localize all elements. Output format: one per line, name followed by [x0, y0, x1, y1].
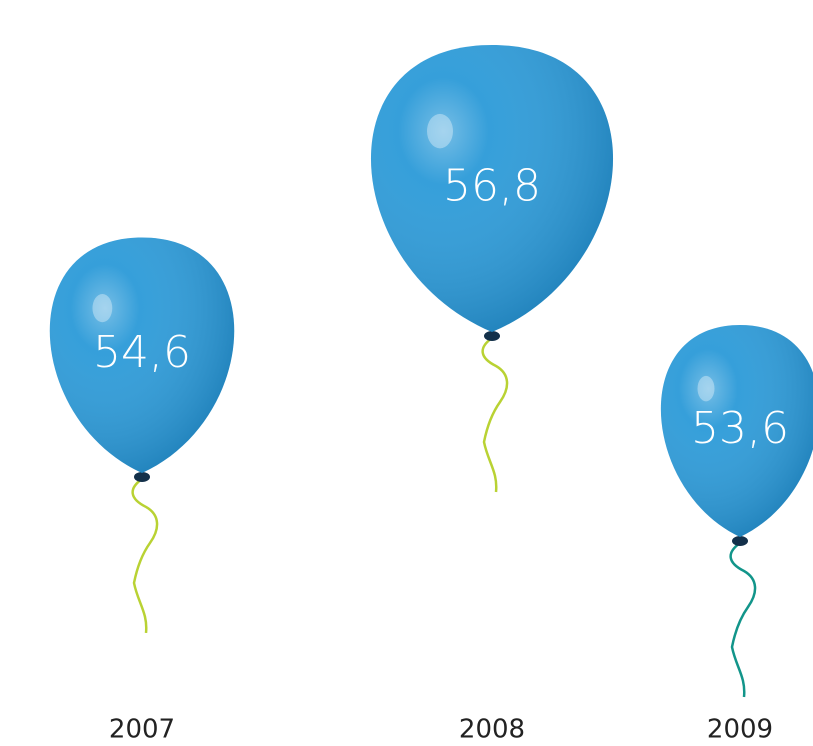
balloon-highlight	[697, 375, 715, 402]
balloon-shine	[660, 325, 813, 537]
value-label: 56,8	[443, 161, 541, 212]
balloon-knot	[134, 471, 150, 482]
value-label: 54,6	[93, 327, 191, 378]
x-tick-label: 2007	[109, 715, 175, 745]
balloon-shine	[370, 45, 614, 332]
balloon-highlight	[92, 294, 113, 323]
x-tick-label: 2008	[459, 715, 525, 745]
balloon-string	[729, 541, 757, 698]
balloon-knot	[732, 536, 748, 546]
value-label: 53,6	[691, 403, 789, 454]
balloon-shine	[49, 237, 235, 473]
balloon-highlight	[427, 113, 453, 149]
balloon-string	[481, 336, 509, 493]
x-tick-label: 2009	[707, 715, 773, 745]
balloon-knot	[484, 331, 500, 341]
balloon-string	[131, 477, 159, 634]
